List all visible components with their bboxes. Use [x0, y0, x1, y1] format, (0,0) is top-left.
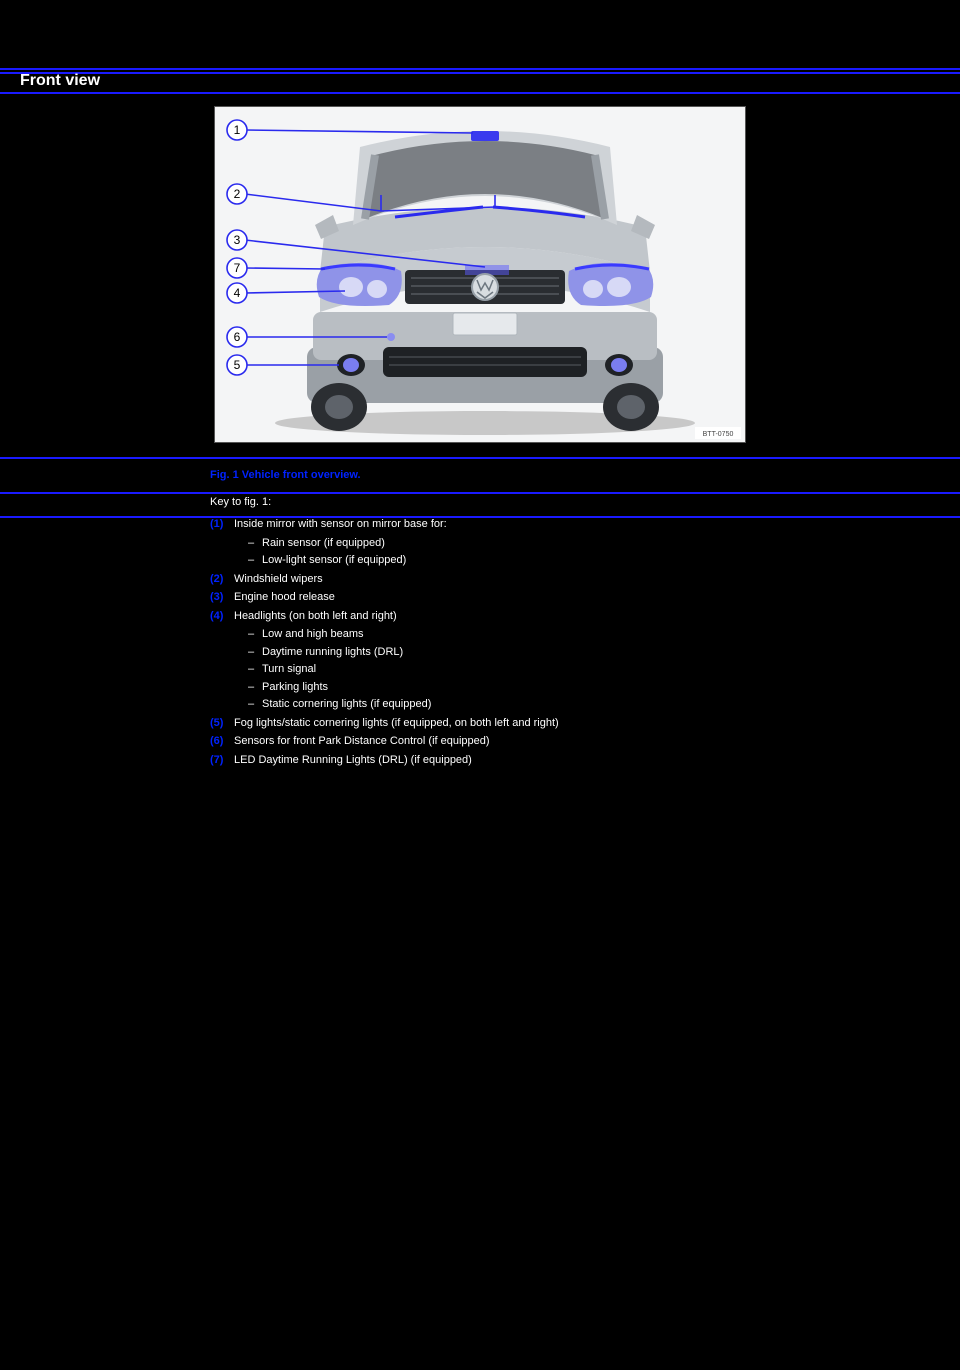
legend-item-number: (5): [210, 715, 234, 732]
legend-item-number: (1): [210, 516, 234, 533]
legend-item-number: (6): [210, 733, 234, 750]
legend-subitem: –Low and high beams: [248, 626, 770, 643]
figure-front-view: 1 2 3 7 4 6 5 BTT-0750: [214, 106, 746, 443]
callout-number: 6: [234, 330, 241, 344]
legend-item-text: Fog lights/static cornering lights (if e…: [234, 715, 770, 732]
legend-subitem: –Rain sensor (if equipped): [248, 535, 770, 552]
legend-item-text: Windshield wipers: [234, 571, 770, 588]
dash-icon: –: [248, 552, 262, 569]
legend-item-text: Engine hood release: [234, 589, 770, 606]
legend-item: (2)Windshield wipers: [210, 571, 770, 588]
dash-icon: –: [248, 661, 262, 678]
legend-subitem-text: Parking lights: [262, 679, 770, 696]
figure-code: BTT-0750: [703, 431, 734, 438]
page-root: 1 2 3 7 4 6 5 BTT-0750 Fig. 1 Vehicle front ov…: [0, 0, 960, 1370]
legend-item: (4)Headlights (on both left and right): [210, 608, 770, 625]
legend-subitem-text: Rain sensor (if equipped): [262, 535, 770, 552]
legend-intro: Key to fig. 1:: [210, 494, 770, 511]
dash-icon: –: [248, 626, 262, 643]
legend-item-number: (4): [210, 608, 234, 625]
legend-item-number: (7): [210, 752, 234, 769]
legend-item-text: Headlights (on both left and right): [234, 608, 770, 625]
dash-icon: –: [248, 679, 262, 696]
legend-subitem-text: Low-light sensor (if equipped): [262, 552, 770, 569]
legend-subitem: –Parking lights: [248, 679, 770, 696]
figure-caption: Fig. 1 Vehicle front overview.: [210, 467, 770, 484]
legend-subitem: –Turn signal: [248, 661, 770, 678]
legend-item-number: (2): [210, 571, 234, 588]
callout-number: 5: [234, 358, 241, 372]
legend-item-text: Inside mirror with sensor on mirror base…: [234, 516, 770, 533]
dash-icon: –: [248, 696, 262, 713]
legend-item: (7)LED Daytime Running Lights (DRL) (if …: [210, 752, 770, 769]
legend-item-text: Sensors for front Park Distance Control …: [234, 733, 770, 750]
dash-icon: –: [248, 535, 262, 552]
legend-item: (3)Engine hood release: [210, 589, 770, 606]
legend-subitem-text: Low and high beams: [262, 626, 770, 643]
legend-item: (1)Inside mirror with sensor on mirror b…: [210, 516, 770, 533]
legend-list: (1)Inside mirror with sensor on mirror b…: [210, 516, 770, 768]
callout-number: 7: [234, 261, 241, 275]
callout-number: 2: [234, 187, 241, 201]
legend-subitem-text: Turn signal: [262, 661, 770, 678]
legend-subitem: –Daytime running lights (DRL): [248, 644, 770, 661]
callout-number: 4: [234, 286, 241, 300]
legend-subitem-text: Daytime running lights (DRL): [262, 644, 770, 661]
callout-number: 3: [234, 233, 241, 247]
legend-item: (6)Sensors for front Park Distance Contr…: [210, 733, 770, 750]
legend-item: (5)Fog lights/static cornering lights (i…: [210, 715, 770, 732]
legend-item-number: (3): [210, 589, 234, 606]
legend-subitem: –Low-light sensor (if equipped): [248, 552, 770, 569]
legend-item-text: LED Daytime Running Lights (DRL) (if equ…: [234, 752, 770, 769]
legend-subitem-text: Static cornering lights (if equipped): [262, 696, 770, 713]
content-column: Fig. 1 Vehicle front overview.: [210, 459, 770, 484]
legend-subitem: –Static cornering lights (if equipped): [248, 696, 770, 713]
section-title: Front view: [0, 72, 960, 90]
dash-icon: –: [248, 644, 262, 661]
callout-number: 1: [234, 123, 241, 137]
